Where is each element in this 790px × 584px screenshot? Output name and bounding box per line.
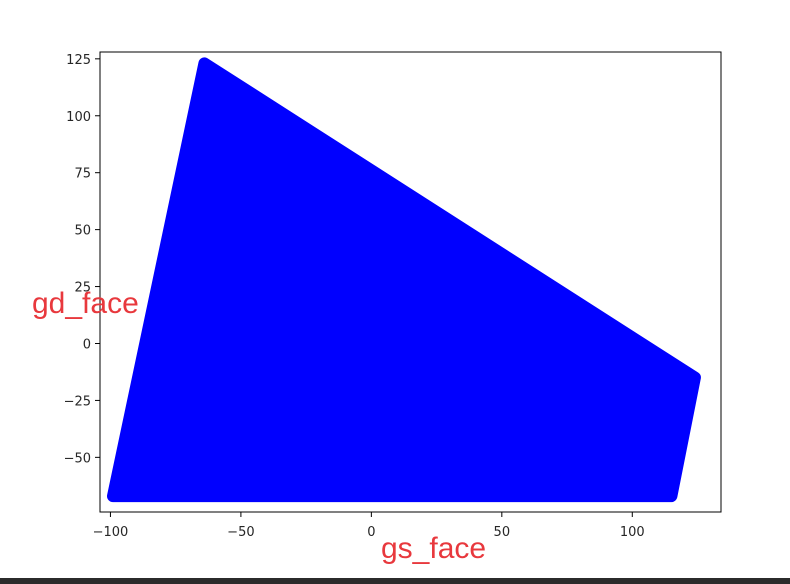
y-tick-label: 25 (74, 281, 91, 296)
data-layer (107, 57, 701, 503)
axes-frame (99, 51, 722, 513)
y-tick-label: 50 (74, 224, 91, 239)
scatter-points-region-1 (107, 57, 701, 503)
y-tick-label: 100 (66, 110, 91, 125)
x-tick-label: −100 (93, 525, 129, 540)
x-tick-label: 50 (494, 525, 511, 540)
bottom-bar (0, 578, 790, 584)
y-tick-label: −25 (64, 394, 91, 409)
y-tick-label: −50 (64, 451, 91, 466)
x-tick-label: 0 (367, 525, 375, 540)
x-tick-label: 100 (620, 525, 645, 540)
y-tick-label: 125 (66, 53, 91, 68)
x-axis: −100 −50 0 50 100 (93, 512, 645, 540)
x-axis-title: gs_face (381, 532, 486, 565)
y-tick-label: 0 (83, 337, 91, 352)
y-axis-title: gd_face (32, 287, 139, 320)
y-tick-label: 75 (74, 167, 91, 182)
x-tick-label: −50 (227, 525, 254, 540)
y-axis: −50 −25 0 25 50 75 100 125 (64, 53, 100, 466)
